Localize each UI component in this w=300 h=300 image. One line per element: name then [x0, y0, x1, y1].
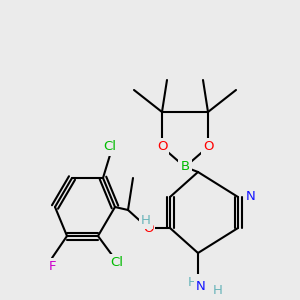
Text: O: O — [157, 140, 167, 154]
Text: F: F — [48, 260, 56, 274]
Text: O: O — [143, 221, 153, 235]
Text: N: N — [246, 190, 256, 203]
Text: H: H — [141, 214, 151, 226]
Text: H: H — [213, 284, 223, 296]
Text: Cl: Cl — [103, 140, 116, 154]
Text: Cl: Cl — [110, 256, 124, 269]
Text: B: B — [180, 160, 190, 173]
Text: O: O — [203, 140, 213, 154]
Text: H: H — [188, 277, 198, 290]
Text: N: N — [196, 280, 206, 292]
